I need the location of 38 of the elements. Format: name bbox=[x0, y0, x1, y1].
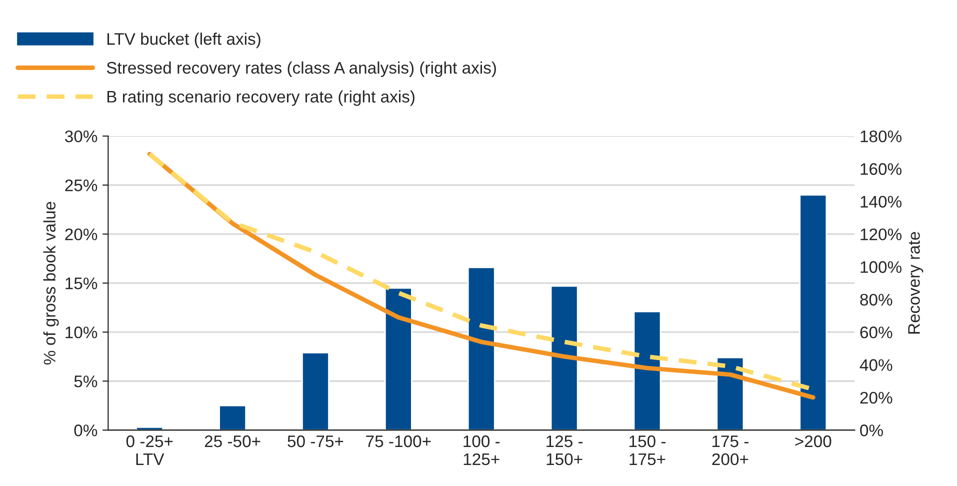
y-tick-label: 0% bbox=[74, 424, 98, 436]
y-tick-label: 25% bbox=[65, 179, 98, 192]
y-tick-label: 30% bbox=[65, 130, 98, 142]
y-tick-label: 10% bbox=[66, 326, 98, 338]
x-tick-label: 100 - 125+ bbox=[464, 435, 500, 466]
x-tick-label: >200 bbox=[795, 435, 832, 448]
y2-tick-label: 0% bbox=[860, 424, 883, 436]
bar bbox=[302, 352, 330, 430]
x-tick-label: 50 -75+ bbox=[288, 435, 344, 448]
y-tick-label: 20% bbox=[65, 228, 98, 240]
x-tick-label: 175 - 200+ bbox=[712, 436, 748, 466]
legend-label: LTV bucket (left axis) bbox=[107, 32, 260, 48]
y2-tick-label: 80% bbox=[860, 294, 892, 306]
y2-tick-label: 60% bbox=[860, 326, 892, 338]
x-tick-label: 25 -50+ bbox=[204, 435, 260, 448]
y2-tick-label: 40% bbox=[860, 359, 892, 371]
bar bbox=[633, 310, 662, 430]
y2-tick-label: 120% bbox=[860, 228, 902, 240]
y2-tick-label: 160% bbox=[860, 163, 902, 175]
x-tick-label: 75 -100+ bbox=[366, 435, 431, 448]
y2-axis-title: Recovery rate bbox=[908, 232, 924, 334]
y2-tick-label: 180% bbox=[860, 130, 902, 142]
x-tick-label: 125 - 150+ bbox=[546, 435, 583, 466]
y2-tick-label: 20% bbox=[860, 392, 892, 404]
bar bbox=[218, 404, 247, 430]
y2-tick-label: 100% bbox=[860, 261, 902, 273]
bar bbox=[799, 194, 828, 430]
legend-label: B rating scenario recovery rate (right axis) bbox=[107, 90, 414, 106]
y-tick-label: 15% bbox=[66, 278, 98, 290]
bar bbox=[384, 287, 412, 430]
legend-label: Stressed recovery rates (class A analysis) (right axis) bbox=[106, 61, 496, 78]
y-tick-label: 5% bbox=[74, 376, 98, 388]
y-axis-title: % of gross book value bbox=[43, 202, 59, 364]
bar bbox=[550, 285, 578, 430]
x-tick-label: 0 -25+ LTV bbox=[126, 435, 173, 465]
bar bbox=[467, 266, 496, 430]
y2-tick-label: 140% bbox=[860, 196, 902, 208]
x-tick-label: 150 - 175+ bbox=[630, 435, 666, 466]
